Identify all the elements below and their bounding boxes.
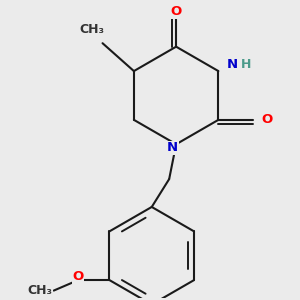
- Text: N: N: [227, 58, 238, 70]
- Text: CH₃: CH₃: [80, 23, 105, 36]
- Text: CH₃: CH₃: [27, 284, 52, 297]
- Text: H: H: [241, 58, 251, 70]
- Text: O: O: [262, 113, 273, 126]
- Text: O: O: [170, 5, 182, 18]
- Text: O: O: [73, 270, 84, 283]
- Text: N: N: [167, 141, 178, 154]
